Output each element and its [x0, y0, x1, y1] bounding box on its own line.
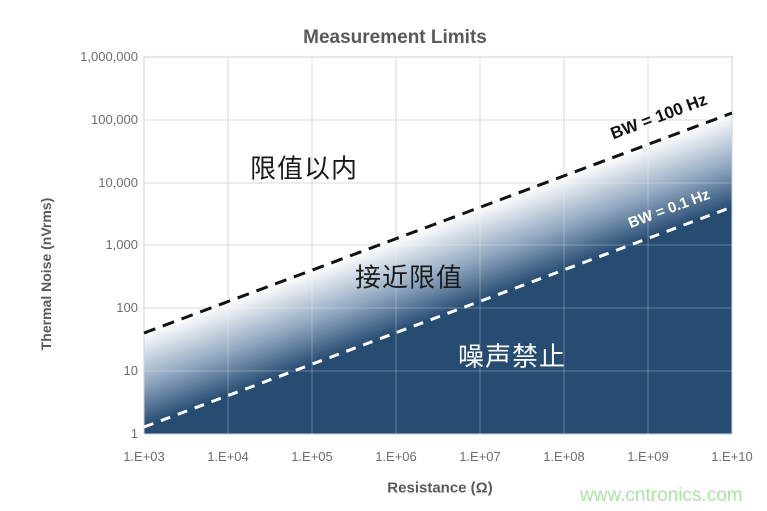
x-tick-label: 1.E+10 [711, 449, 753, 464]
watermark-cntronics: www.cntronics.com [580, 485, 743, 506]
plot-border [143, 56, 733, 435]
chart-title: Measurement Limits [303, 27, 487, 48]
line-bw-100hz [143, 111, 733, 335]
x-tick-label: 1.E+03 [123, 449, 165, 464]
y-axis-title: Thermal Noise (nVrms) [38, 197, 54, 351]
y-tick-label: 100,000 [91, 112, 138, 127]
x-tick-label: 1.E+07 [459, 449, 501, 464]
x-tick-label: 1.E+05 [291, 449, 333, 464]
y-tick-label: 1,000,000 [80, 49, 138, 64]
x-tick-label: 1.E+09 [627, 449, 669, 464]
x-axis-title: Resistance (Ω) [387, 479, 493, 497]
y-tick-label: 100 [116, 300, 138, 315]
y-tick-label: 1,000 [105, 237, 138, 252]
x-tick-label: 1.E+08 [543, 449, 585, 464]
x-tick-label: 1.E+04 [207, 449, 249, 464]
annotation-within-limits: 限值以内 [249, 153, 359, 184]
line-bw-01hz [143, 205, 733, 429]
y-tick-label: 1 [130, 426, 138, 441]
annotation-noise-prohibited: 噪声禁止 [457, 341, 567, 372]
y-tick-label: 10 [123, 363, 138, 378]
y-tick-label: 10,000 [98, 175, 138, 190]
annotation-near-limit: 接近限值 [354, 262, 464, 293]
x-tick-label: 1.E+06 [375, 449, 417, 464]
noise-gradient-band [144, 113, 732, 434]
